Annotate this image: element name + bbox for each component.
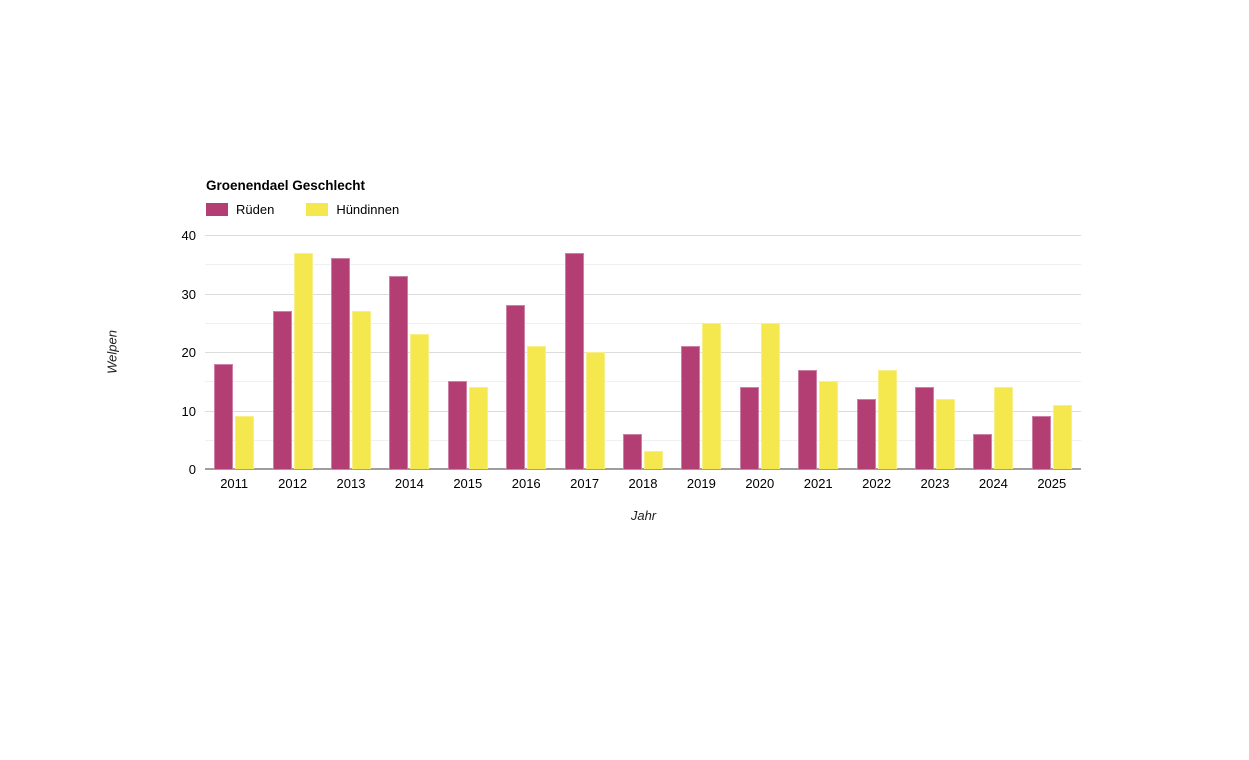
bar-rueden-2025[interactable] — [1031, 416, 1051, 469]
bar-huendinnen-2021[interactable] — [819, 381, 839, 469]
x-axis-baseline — [205, 468, 1081, 470]
y-tick-label-40: 40 — [181, 228, 196, 243]
x-tick-label-2024: 2024 — [978, 476, 1008, 491]
bar-group-2019 — [672, 235, 730, 469]
y-axis-title: Welpen — [104, 330, 120, 374]
x-tick-label-2020: 2020 — [745, 476, 775, 491]
bar-rueden-2014[interactable] — [389, 275, 409, 469]
x-tick-label-2015: 2015 — [453, 476, 483, 491]
legend: Rüden Hündinnen — [206, 201, 399, 217]
plot-area: 0 10 20 30 40 2011 2012 2013 2014 2015 2016 2017 201… — [182, 228, 1081, 491]
bar-group-2020 — [731, 235, 789, 469]
bar-huendinnen-2022[interactable] — [877, 369, 897, 469]
bar-group-2015 — [439, 235, 497, 469]
x-tick-label-2013: 2013 — [336, 476, 366, 491]
bar-huendinnen-2024[interactable] — [994, 387, 1014, 469]
legend-item-rueden[interactable]: Rüden — [206, 202, 274, 217]
x-tick-label-2014: 2014 — [394, 476, 424, 491]
gridline-y-30 — [205, 293, 1081, 295]
bar-huendinnen-2014[interactable] — [410, 334, 430, 469]
bar-group-2012 — [263, 235, 321, 469]
y-tick-label-10: 10 — [181, 403, 196, 419]
gridline-y-10 — [205, 410, 1081, 412]
gridline-y-5 — [205, 439, 1081, 441]
bar-rueden-2018[interactable] — [622, 433, 642, 469]
gridline-y-40 — [205, 235, 1081, 236]
x-tick-label-2016: 2016 — [511, 476, 541, 491]
bar-huendinnen-2020[interactable] — [760, 322, 780, 469]
x-tick-label-2019: 2019 — [686, 476, 716, 491]
bar-rueden-2022[interactable] — [856, 398, 876, 469]
legend-swatch-rueden — [206, 202, 228, 216]
bar-group-2017 — [555, 235, 613, 469]
y-tick-label-30: 30 — [181, 286, 196, 302]
bar-group-2018 — [614, 235, 672, 469]
bar-huendinnen-2012[interactable] — [293, 252, 313, 469]
x-tick-label-2021: 2021 — [803, 476, 833, 491]
legend-item-huendinnen[interactable]: Hündinnen — [306, 202, 399, 217]
bar-huendinnen-2018[interactable] — [643, 451, 663, 469]
bar-group-2014 — [380, 235, 438, 469]
bar-huendinnen-2013[interactable] — [351, 311, 371, 469]
bar-rueden-2016[interactable] — [506, 305, 526, 469]
legend-swatch-huendinnen — [306, 202, 329, 216]
bar-group-2021 — [789, 235, 847, 469]
x-tick-label-2012: 2012 — [278, 476, 308, 491]
bar-rueden-2011[interactable] — [214, 363, 234, 469]
x-tick-label-2025: 2025 — [1037, 476, 1067, 491]
bar-huendinnen-2019[interactable] — [702, 322, 722, 469]
gridline-y-20 — [205, 352, 1081, 353]
gridline-y-35 — [205, 264, 1081, 266]
bar-huendinnen-2017[interactable] — [585, 352, 605, 469]
x-tick-label-2022: 2022 — [862, 476, 892, 491]
bar-rueden-2013[interactable] — [330, 258, 350, 469]
bar-group-2025 — [1023, 235, 1081, 469]
y-tick-label-20: 20 — [181, 345, 196, 360]
bar-group-2022 — [847, 235, 905, 469]
legend-label-rueden: Rüden — [236, 201, 275, 217]
bar-rueden-2024[interactable] — [973, 433, 993, 469]
gridline-y-25 — [205, 322, 1081, 324]
x-axis-title: Jahr — [630, 508, 657, 523]
bar-rueden-2015[interactable] — [447, 381, 467, 469]
bar-rueden-2012[interactable] — [272, 311, 292, 469]
bar-huendinnen-2016[interactable] — [527, 346, 547, 469]
x-tick-label-2011: 2011 — [220, 476, 249, 491]
bar-rueden-2021[interactable] — [798, 369, 818, 469]
bar-group-2016 — [497, 235, 555, 469]
chart-title: Groenendael Geschlecht — [206, 178, 366, 193]
bar-rueden-2023[interactable] — [914, 387, 934, 469]
y-tick-label-0: 0 — [188, 462, 196, 477]
bar-huendinnen-2023[interactable] — [935, 398, 955, 469]
bar-group-2013 — [322, 235, 380, 469]
bar-rueden-2020[interactable] — [739, 387, 759, 469]
bar-huendinnen-2025[interactable] — [1052, 404, 1072, 469]
gridline-y-15 — [205, 381, 1081, 383]
bar-rueden-2017[interactable] — [564, 252, 584, 469]
x-tick-label-2018: 2018 — [628, 476, 658, 491]
legend-label-huendinnen: Hündinnen — [336, 201, 400, 217]
bar-group-2023 — [906, 235, 964, 469]
bar-group-2024 — [964, 235, 1022, 469]
x-tick-label-2017: 2017 — [570, 476, 600, 491]
x-tick-label-2023: 2023 — [920, 476, 950, 491]
bar-huendinnen-2015[interactable] — [468, 387, 488, 469]
bar-group-2011 — [205, 235, 263, 469]
bar-huendinnen-2011[interactable] — [235, 416, 255, 469]
bar-rueden-2019[interactable] — [681, 346, 701, 469]
